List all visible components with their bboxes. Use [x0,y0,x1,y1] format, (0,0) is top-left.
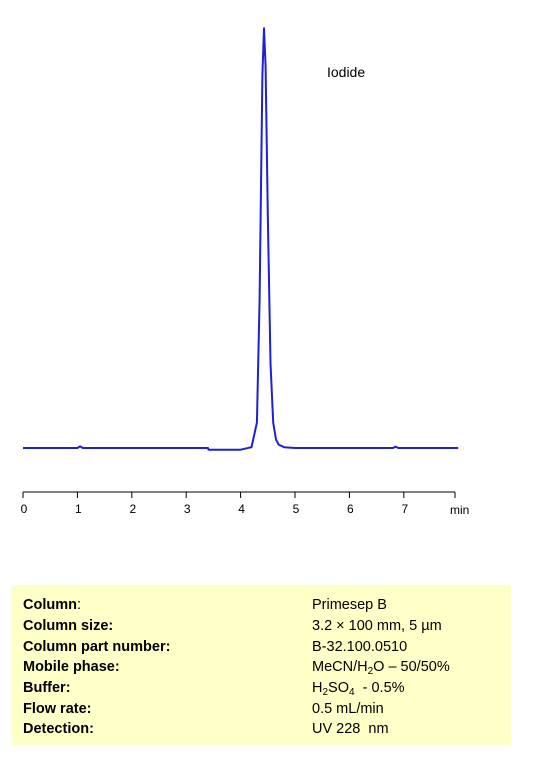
x-tick-label: 6 [347,502,354,516]
flow-rate-label: Flow rate: [23,701,92,717]
column-row: Column: Primesep B [11,595,511,615]
part-number-label: Column part number: [23,639,171,655]
x-tick-label: 3 [184,502,191,516]
x-tick-label: 5 [293,502,300,516]
column-value: Primesep B [312,597,387,613]
x-tick-label: 0 [21,502,28,516]
conditions-panel: Column: Primesep B Column size: 3.2 × 10… [11,585,511,746]
series-line [23,27,459,451]
peak-label: Iodide [327,64,365,80]
x-tick-label: 7 [401,502,408,516]
part-number-value: B-32.100.0510 [312,639,408,655]
detection-label: Detection: [23,721,94,737]
x-tick-label: 1 [75,502,82,516]
flow-rate-row: Flow rate: 0.5 mL/min [11,699,511,719]
detection-row: Detection: UV 228 nm [11,719,511,739]
part-number-row: Column part number: B-32.100.0510 [11,637,511,657]
mobile-phase-label: Mobile phase: [23,659,120,675]
mobile-phase-value: MeCN/H2O – 50/50% [312,659,450,677]
mobile-phase-row: Mobile phase: MeCN/H2O – 50/50% [11,657,511,677]
label-layer: Iodide [327,64,365,80]
series-layer [23,27,459,451]
x-axis: 0 1 2 3 4 5 6 7 min [21,491,469,517]
buffer-row: Buffer: H2SO4 - 0.5% [11,678,511,698]
column-size-row: Column size: 3.2 × 100 mm, 5 µm [11,616,511,636]
column-label: Column: [23,597,81,613]
x-axis-unit-label: min [450,503,469,517]
column-size-label: Column size: [23,618,114,634]
detection-value: UV 228 nm [312,721,389,737]
chromatogram-chart: 0 1 2 3 4 5 6 7 min Iodide [21,27,469,517]
buffer-label: Buffer: [23,680,71,696]
column-size-value: 3.2 × 100 mm, 5 µm [312,618,442,634]
flow-rate-value: 0.5 mL/min [312,701,384,717]
buffer-value: H2SO4 - 0.5% [312,680,405,698]
x-tick-label: 2 [129,502,136,516]
x-tick-label: 4 [238,502,245,516]
